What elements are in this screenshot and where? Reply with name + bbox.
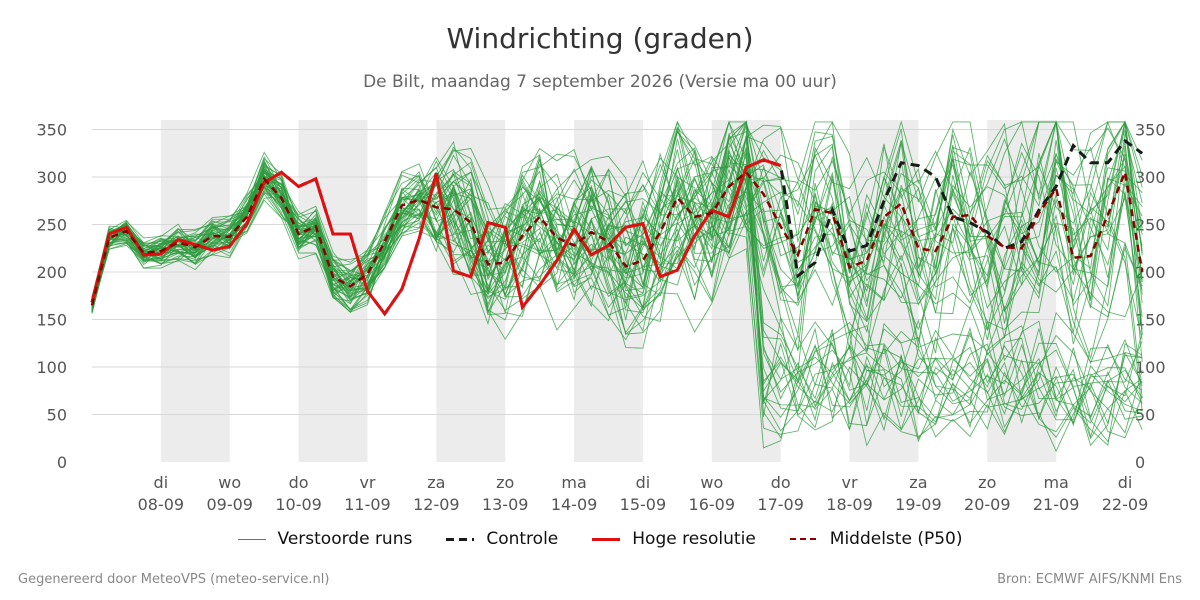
x-tick-date-18-09: 18-09 xyxy=(826,495,873,514)
main-series xyxy=(90,138,1144,317)
legend-swatch-control xyxy=(446,537,475,541)
x-tick-date-11-09: 11-09 xyxy=(344,495,391,514)
ensemble-member-line xyxy=(91,123,1143,342)
x-tick-day-12-09: za xyxy=(427,473,445,492)
y-tick-right-350: 350 xyxy=(1135,121,1166,140)
ensemble-member-line xyxy=(91,120,1143,334)
ensemble-member-line xyxy=(91,120,1143,449)
y-axis-left: 0 50 100 150 200 250 300 350 xyxy=(36,121,67,473)
y-tick-right-250: 250 xyxy=(1135,216,1166,235)
x-tick-date-17-09: 17-09 xyxy=(757,495,804,514)
y-tick-right-0: 0 xyxy=(1135,453,1145,472)
legend-item-median: Middelste (P50) xyxy=(789,529,963,549)
legend-label-control: Controle xyxy=(486,529,559,549)
x-tick-date-22-09: 22-09 xyxy=(1102,495,1149,514)
x-tick-date-20-09: 20-09 xyxy=(964,495,1011,514)
x-tick-date-16-09: 16-09 xyxy=(689,495,736,514)
y-tick-left-0: 0 xyxy=(57,453,67,472)
ensemble-member-line xyxy=(91,127,1143,349)
series-line-hoge-resolutie xyxy=(90,158,782,317)
y-tick-right-150: 150 xyxy=(1135,311,1166,330)
ensemble-member-line xyxy=(91,147,1143,443)
y-tick-left-250: 250 xyxy=(36,216,67,235)
series-line-middelste-p50- xyxy=(90,167,1144,306)
x-tick-day-16-09: wo xyxy=(700,473,723,492)
ensemble-member-line xyxy=(91,120,1143,311)
y-tick-left-200: 200 xyxy=(36,263,67,282)
x-tick-date-12-09: 12-09 xyxy=(413,495,460,514)
x-tick-day-20-09: zo xyxy=(978,473,996,492)
ensemble-member-line xyxy=(91,120,1143,443)
x-tick-day-10-09: do xyxy=(289,473,309,492)
y-tick-right-100: 100 xyxy=(1135,358,1166,377)
shaded-day-08-09 xyxy=(160,120,230,462)
x-tick-date-10-09: 10-09 xyxy=(275,495,322,514)
x-tick-date-14-09: 14-09 xyxy=(551,495,598,514)
x-tick-date-08-09: 08-09 xyxy=(138,495,185,514)
legend-swatch-median xyxy=(789,538,818,540)
chart-subtitle: De Bilt, maandag 7 september 2026 (Versi… xyxy=(363,72,837,92)
x-tick-day-15-09: di xyxy=(636,473,651,492)
ensemble-member-line xyxy=(91,120,1143,310)
legend: Verstoorde runs Controle Hoge resolutie … xyxy=(0,529,1200,549)
x-tick-day-08-09: di xyxy=(154,473,169,492)
x-tick-date-19-09: 19-09 xyxy=(895,495,942,514)
x-tick-day-19-09: za xyxy=(909,473,927,492)
footer-source: Bron: ECMWF AIFS/KNMI Ens xyxy=(997,572,1182,587)
y-tick-left-300: 300 xyxy=(36,168,67,187)
legend-swatch-hires xyxy=(592,537,621,541)
y-tick-left-150: 150 xyxy=(36,311,67,330)
legend-label-hires: Hoge resolutie xyxy=(632,529,756,549)
ensemble-member-line xyxy=(91,130,1143,447)
legend-item-control: Controle xyxy=(446,529,558,549)
y-tick-right-300: 300 xyxy=(1135,168,1166,187)
x-tick-date-15-09: 15-09 xyxy=(620,495,667,514)
x-tick-date-09-09: 09-09 xyxy=(206,495,253,514)
x-tick-day-18-09: vr xyxy=(842,473,858,492)
y-tick-right-200: 200 xyxy=(1135,263,1166,282)
legend-label-ensemble: Verstoorde runs xyxy=(277,529,413,549)
x-axis: di 08-09 wo 09-09 do 10-09 vr 11-09 za 12-09 zo 13-… xyxy=(138,473,1149,514)
y-tick-left-100: 100 xyxy=(36,358,67,377)
x-tick-day-21-09: ma xyxy=(1043,473,1068,492)
ensemble-member-line xyxy=(91,126,1143,432)
legend-label-median: Middelste (P50) xyxy=(829,529,963,549)
x-tick-day-09-09: wo xyxy=(218,473,241,492)
legend-item-hires: Hoge resolutie xyxy=(592,529,756,549)
legend-item-ensemble: Verstoorde runs xyxy=(237,529,413,549)
x-tick-day-11-09: vr xyxy=(359,473,375,492)
legend-swatch-ensemble xyxy=(237,538,266,540)
chart-title: Windrichting (graden) xyxy=(446,22,754,55)
x-tick-day-14-09: ma xyxy=(561,473,586,492)
ensemble-member-line xyxy=(91,121,1143,331)
x-tick-date-21-09: 21-09 xyxy=(1033,495,1080,514)
x-tick-day-17-09: do xyxy=(771,473,791,492)
y-tick-right-50: 50 xyxy=(1135,406,1155,425)
footer-generated-by: Gegenereerd door MeteoVPS (meteo-service… xyxy=(18,572,330,587)
y-tick-left-50: 50 xyxy=(47,406,67,425)
x-tick-date-13-09: 13-09 xyxy=(482,495,529,514)
x-tick-day-22-09: di xyxy=(1118,473,1133,492)
ensemble-member-line xyxy=(91,155,1143,398)
ensemble-member-line xyxy=(91,120,1143,440)
x-tick-day-13-09: zo xyxy=(496,473,514,492)
ensemble-member-line xyxy=(91,142,1143,354)
ensemble-member-line xyxy=(91,146,1143,439)
y-tick-left-350: 350 xyxy=(36,121,67,140)
